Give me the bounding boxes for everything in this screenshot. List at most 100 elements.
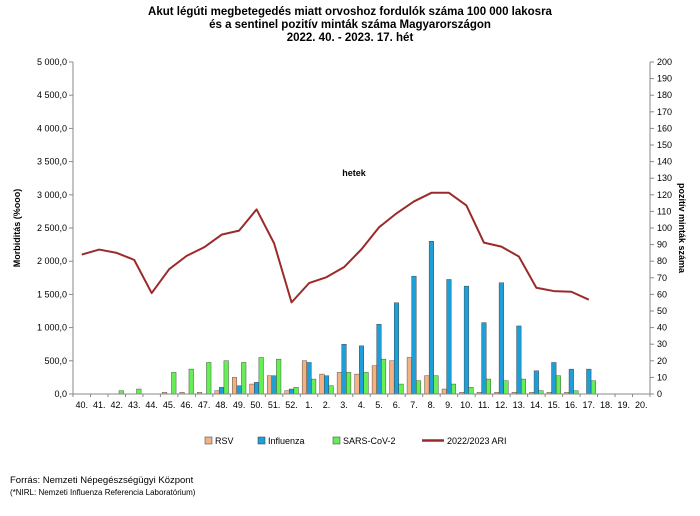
x-tick-label-29: 17.	[583, 400, 596, 410]
bar-sars-cov-2-21	[451, 383, 457, 395]
y-right-tick-label-1: 10	[657, 372, 667, 382]
x-tick-label-20: 8.	[428, 400, 436, 410]
bar-sars-cov-2-9	[241, 362, 247, 395]
bar-sars-cov-2-24	[503, 380, 509, 395]
y-left-tick-label-1: 500,0	[44, 356, 67, 366]
bar-influenza-27	[551, 362, 557, 395]
bar-sars-cov-2-20	[433, 375, 439, 395]
x-tick-label-4: 44.	[145, 400, 158, 410]
bar-rsv-16	[354, 373, 360, 395]
x-tick-label-3: 43.	[128, 400, 141, 410]
y-right-tick-label-17: 170	[657, 107, 672, 117]
x-tick-label-25: 13.	[513, 400, 526, 410]
x-tick-label-17: 5.	[375, 400, 383, 410]
x-tick-label-19: 7.	[410, 400, 418, 410]
bar-sars-cov-2-10	[258, 357, 264, 395]
x-tick-label-2: 42.	[110, 400, 123, 410]
bar-sars-cov-2-13	[311, 378, 317, 395]
y-left-tick-label-2: 1 000,0	[37, 323, 67, 333]
ari-line	[81, 191, 590, 304]
x-tick-label-10: 50.	[250, 400, 263, 410]
x-tick-label-24: 12.	[495, 400, 508, 410]
legend-label-2022-2023-ari: 2022/2023 ARI	[447, 436, 507, 446]
x-tick-label-12: 52.	[285, 400, 298, 410]
bar-influenza-18	[393, 302, 399, 395]
bar-rsv-21	[441, 388, 447, 395]
bar-layer	[118, 241, 596, 395]
y-right-tick-label-5: 50	[657, 306, 667, 316]
y-left-tick-label-10: 5 000,0	[37, 57, 67, 67]
chart-title-line-1: Akut légúti megbetegedés miatt orvoshoz …	[148, 6, 552, 18]
bar-sars-cov-2-23	[485, 378, 491, 395]
legend-swatch-rsv	[204, 436, 213, 445]
bar-influenza-12	[289, 388, 295, 395]
bar-influenza-14	[324, 375, 330, 395]
chart-title-line-3: 2022. 40. - 2023. 17. hét	[286, 32, 414, 44]
x-tick-label-5: 45.	[163, 400, 176, 410]
bar-influenza-21	[446, 279, 452, 395]
y-right-tick-label-8: 80	[657, 256, 667, 266]
x-axis-title: hetek	[342, 168, 367, 178]
axes-layer: 0,0 500,0 1 000,0 1 500,0 2 000,0 2 500,0 3 00…	[12, 57, 687, 410]
x-tick-label-6: 46.	[180, 400, 193, 410]
y-right-tick-label-13: 130	[657, 173, 672, 183]
bar-sars-cov-2-14	[328, 385, 334, 395]
bar-sars-cov-2-16	[363, 372, 369, 395]
bar-sars-cov-2-29	[590, 380, 596, 395]
bar-influenza-23	[481, 322, 487, 395]
source-text: Forrás: Nemzeti Népegészségügyi Központ	[10, 475, 194, 486]
bar-sars-cov-2-25	[520, 378, 526, 395]
y-right-tick-label-6: 60	[657, 289, 667, 299]
legend-label-rsv: RSV	[215, 436, 234, 446]
bar-influenza-19	[411, 275, 417, 395]
x-tick-label-15: 3.	[340, 400, 348, 410]
y-left-tick-label-0: 0,0	[54, 389, 67, 399]
x-tick-label-8: 48.	[215, 400, 228, 410]
y-right-tick-label-9: 90	[657, 240, 667, 250]
bar-sars-cov-2-8	[223, 360, 229, 395]
combo-chart: 0,0 500,0 1 000,0 1 500,0 2 000,0 2 500,0 3 00…	[12, 57, 687, 446]
bar-influenza-28	[568, 368, 574, 395]
bar-influenza-17	[376, 324, 382, 395]
y-right-tick-label-3: 30	[657, 339, 667, 349]
x-tick-label-7: 47.	[198, 400, 211, 410]
chart-title-line-2: és a sentinel pozitív minták száma Magya…	[209, 19, 491, 31]
x-tick-label-27: 15.	[548, 400, 561, 410]
y-right-tick-label-10: 100	[657, 223, 672, 233]
y-left-tick-label-6: 3 000,0	[37, 190, 67, 200]
x-tick-label-28: 16.	[565, 400, 578, 410]
y-right-tick-label-19: 190	[657, 74, 672, 84]
legend-swatch-sars-cov-2	[332, 436, 341, 445]
y-left-tick-label-9: 4 500,0	[37, 90, 67, 100]
bar-influenza-25	[516, 325, 522, 395]
y-left-tick-label-8: 4 000,0	[37, 123, 67, 133]
bar-sars-cov-2-18	[398, 383, 404, 395]
x-tick-label-18: 6.	[393, 400, 401, 410]
bar-influenza-16	[359, 345, 365, 395]
bar-sars-cov-2-17	[381, 358, 387, 395]
bar-rsv-10	[249, 383, 255, 395]
x-tick-label-22: 10.	[460, 400, 473, 410]
x-tick-label-23: 11.	[478, 400, 490, 410]
x-tick-label-0: 40.	[75, 400, 88, 410]
y-right-tick-label-7: 70	[657, 273, 667, 283]
source-footer: Forrás: Nemzeti Népegészségügyi Központ …	[10, 475, 195, 499]
y-right-tick-label-15: 150	[657, 140, 672, 150]
y-right-tick-label-12: 120	[657, 190, 672, 200]
bar-influenza-15	[341, 344, 347, 395]
x-tick-label-13: 1.	[305, 400, 313, 410]
chart-title: Akut légúti megbetegedés miatt orvoshoz …	[0, 6, 700, 45]
bar-influenza-11	[271, 375, 277, 395]
bar-sars-cov-2-3	[136, 388, 142, 395]
bar-sars-cov-2-12	[293, 387, 299, 395]
y-left-tick-label-5: 2 500,0	[37, 223, 67, 233]
bar-rsv-19	[406, 357, 412, 395]
bar-sars-cov-2-27	[555, 375, 561, 395]
y-right-tick-label-11: 110	[657, 206, 671, 216]
legend-label-sars-cov-2: SARS-CoV-2	[343, 436, 396, 446]
y-right-tick-label-14: 140	[657, 157, 672, 167]
bar-rsv-18	[389, 360, 395, 395]
source-note: (*NIRL: Nemzeti Influenza Referencia Lab…	[10, 488, 196, 497]
x-tick-label-21: 9.	[445, 400, 453, 410]
x-tick-label-1: 41.	[93, 400, 106, 410]
